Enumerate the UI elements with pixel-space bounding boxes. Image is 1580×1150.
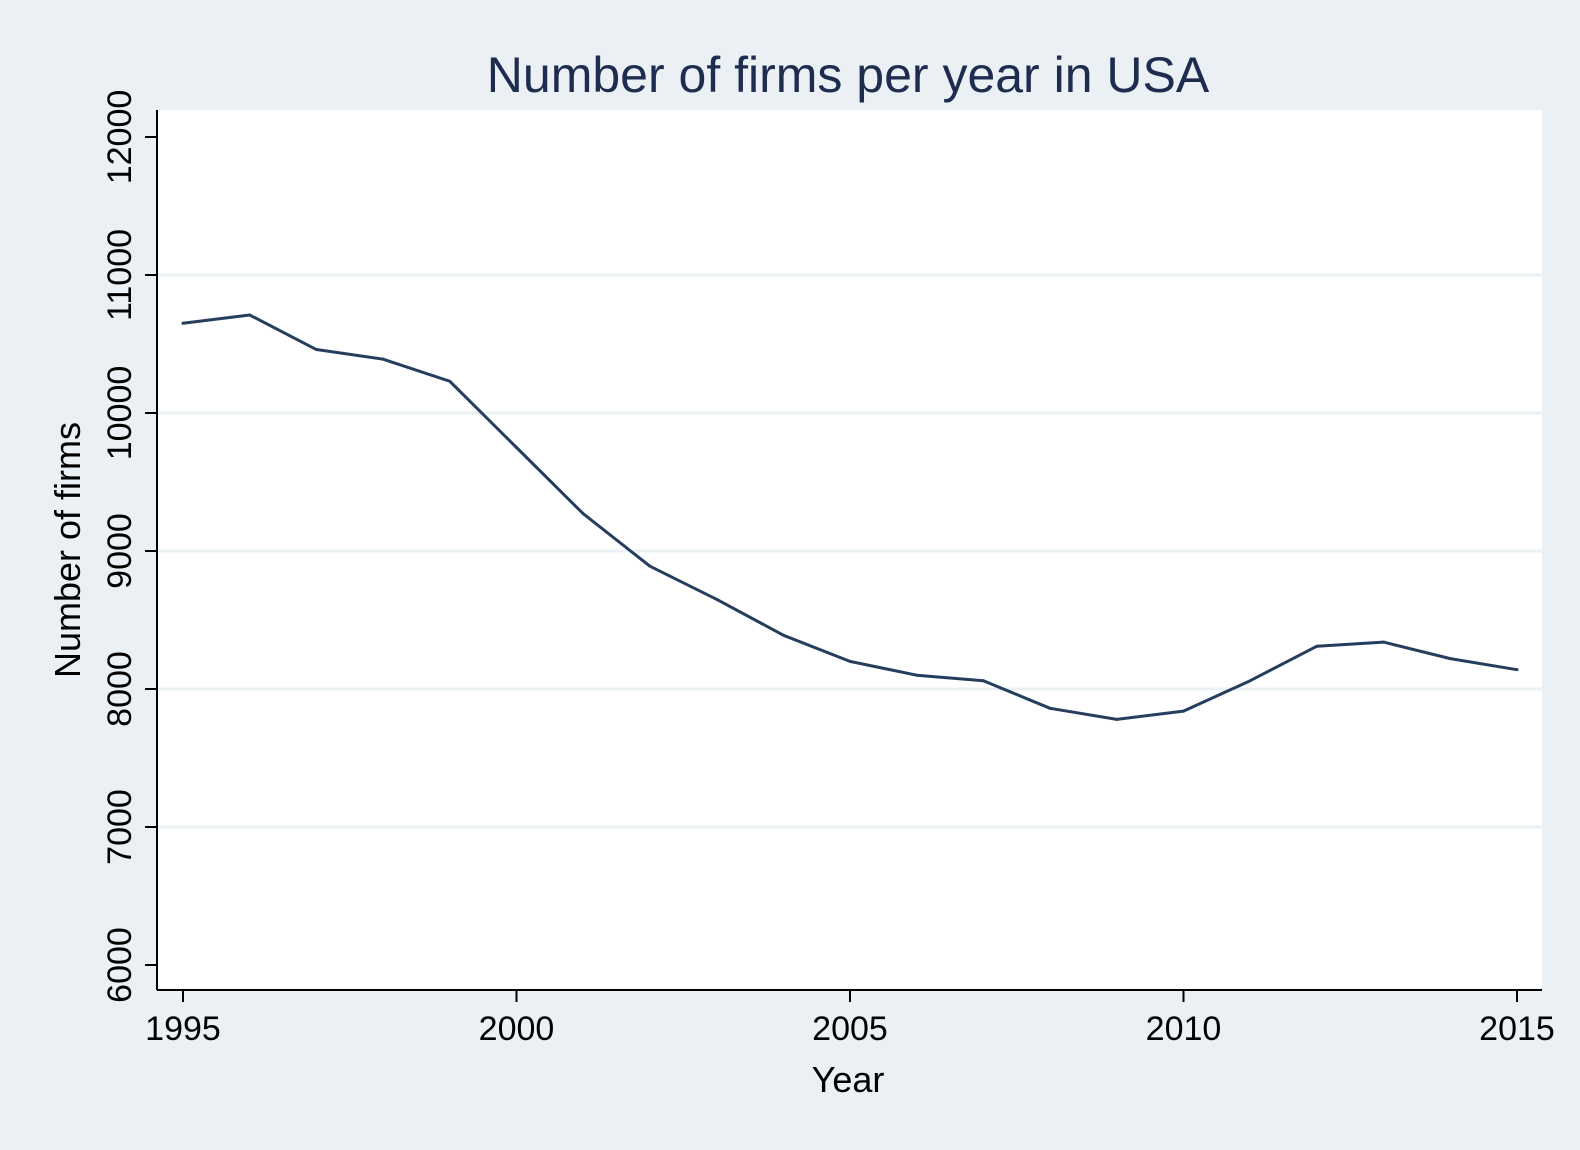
y-tick-label-12000: 12000 [101,90,139,185]
x-tick-label-1995: 1995 [145,1010,221,1048]
data-point-2002 [648,564,652,568]
data-point-2015 [1515,668,1519,672]
y-tick-label-8000: 8000 [101,651,139,727]
data-point-2006 [915,673,919,677]
ticks: 6000 7000 8000 9000 10000 11000 12000 1995 2000 2… [101,90,1555,1048]
gridlines [157,273,1542,829]
data-point-2012 [1315,644,1319,648]
data-point-2005 [848,659,852,663]
x-tick-label-2010: 2010 [1146,1010,1222,1048]
data-point-2010 [1182,709,1185,713]
chart-title: Number of firms per year in USA [487,47,1210,103]
series [181,313,1519,721]
y-tick-label-7000: 7000 [101,789,139,865]
y-tick-label-10000: 10000 [101,366,139,461]
data-point-1995 [181,321,185,325]
data-point-2000 [515,446,518,449]
x-axis-label: Year [812,1059,885,1100]
data-point-2011 [1248,679,1252,683]
data-point-1997 [314,348,318,352]
data-point-1996 [248,313,252,317]
data-point-2009 [1115,717,1119,721]
data-point-2001 [581,512,585,516]
data-point-2008 [1048,706,1052,710]
y-tick-label-11000: 11000 [101,229,139,321]
data-point-2013 [1382,640,1386,644]
data-point-1999 [448,379,452,383]
y-tick-label-6000: 6000 [101,927,139,1003]
data-point-1998 [381,357,385,361]
x-tick-label-2005: 2005 [812,1010,888,1048]
x-tick-label-2015: 2015 [1479,1010,1555,1048]
data-point-2014 [1448,657,1452,661]
x-tick-label-2000: 2000 [479,1010,555,1048]
data-point-2004 [781,633,785,637]
data-point-2007 [981,679,985,683]
y-axis-label: Number of firms [47,422,88,678]
data-point-2003 [715,597,719,601]
y-tick-label-9000: 9000 [101,513,139,589]
